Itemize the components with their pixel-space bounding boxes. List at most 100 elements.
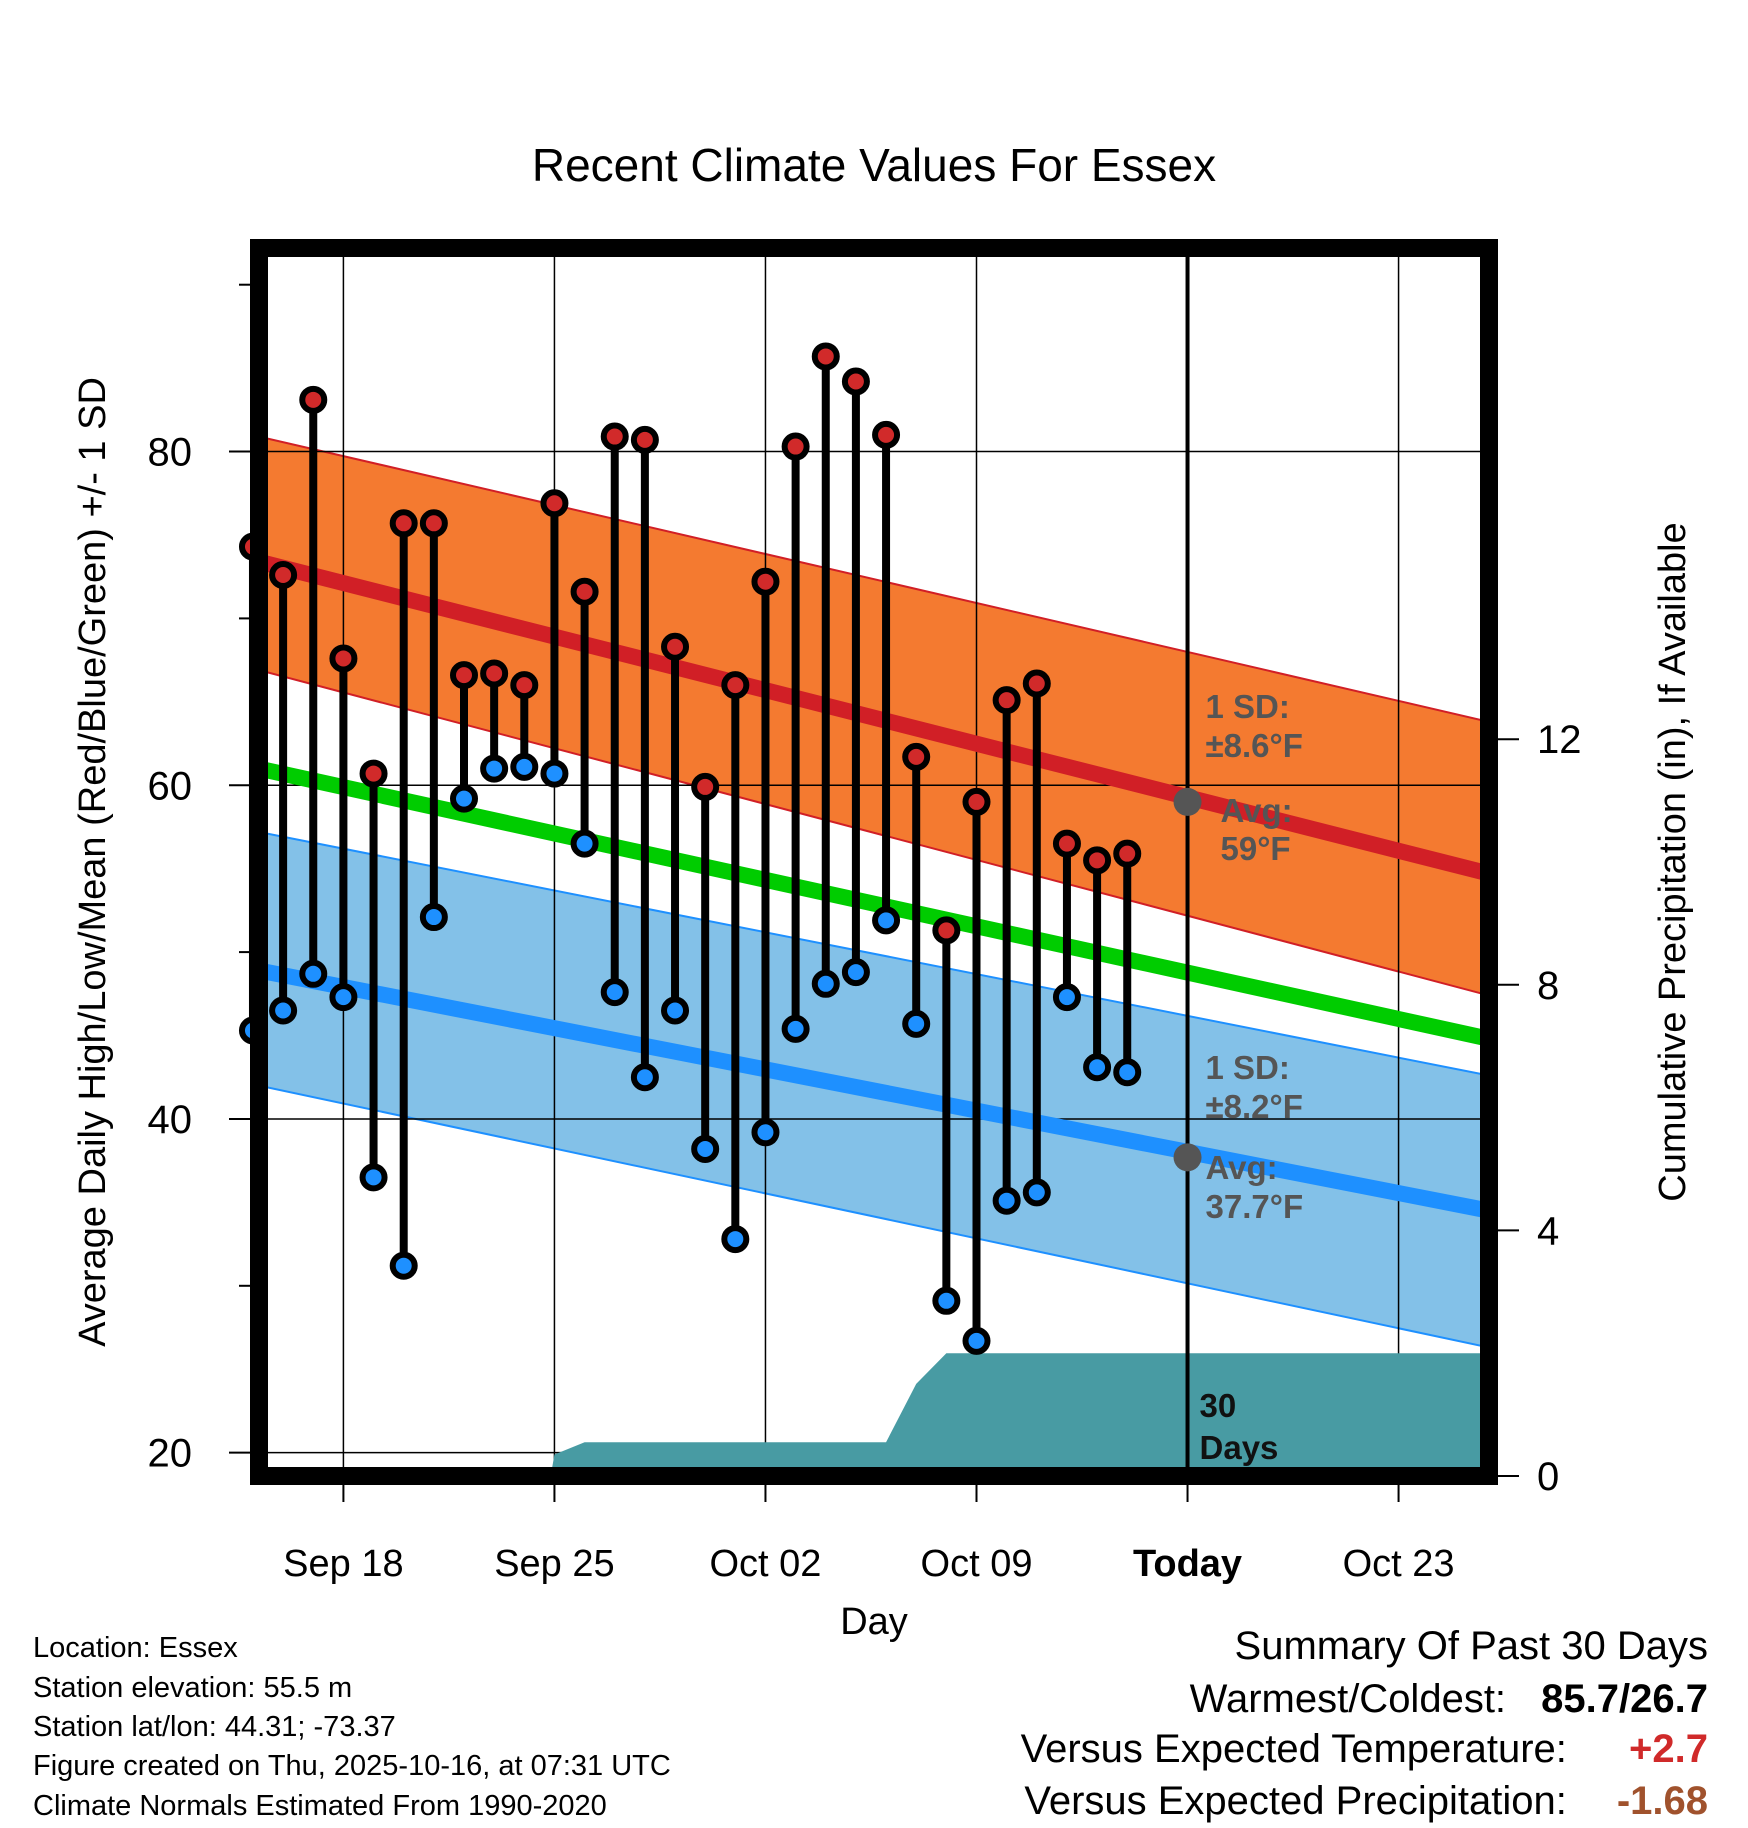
daily-high-point <box>811 342 840 371</box>
precip-vs-expected-value: -1.68 <box>1616 1779 1708 1823</box>
daily-low-point <box>570 829 599 858</box>
y2-tick-label: 8 <box>1537 964 1559 1008</box>
y-axis-label: Average Daily High/Low/Mean (Red/Blue/Gr… <box>72 377 114 1347</box>
high-sd-value: ±8.6°F <box>1206 727 1303 764</box>
daily-low-point <box>600 978 629 1007</box>
daily-high-point <box>630 425 659 454</box>
summary-heading: Summary Of Past 30 Days <box>1234 1624 1708 1668</box>
daily-high-point <box>480 659 509 688</box>
period-days-value: 30 <box>1200 1387 1237 1424</box>
low-sd-value: ±8.2°F <box>1206 1088 1303 1125</box>
daily-high-point <box>510 671 539 700</box>
summary-warm-cold: Warmest/Coldest: 85.7/26.7 <box>1190 1679 1708 1719</box>
x-tick-label: Today <box>1133 1543 1242 1585</box>
period-days-unit: Days <box>1200 1429 1279 1466</box>
daily-low-point <box>389 1251 418 1280</box>
x-tick-label: Oct 09 <box>921 1543 1033 1585</box>
daily-low-point <box>269 996 298 1025</box>
daily-high-point <box>932 916 961 945</box>
high-sd-label: 1 SD: <box>1206 688 1290 725</box>
warm-cold-label: Warmest/Coldest: <box>1189 1677 1507 1721</box>
summary-precip: Versus Expected Precipitation: -1.68 <box>1024 1781 1708 1821</box>
daily-high-point <box>902 742 931 771</box>
daily-low-point <box>510 752 539 781</box>
daily-high-point <box>992 686 1021 715</box>
axis-ticks <box>229 283 1519 1502</box>
x-axis-tick-labels: Sep 18 Sep 25 Oct 02 Oct 09 Today Oct 23 <box>283 1543 1454 1585</box>
normal-high-line <box>259 553 1489 882</box>
y-tick-label: 60 <box>148 764 193 808</box>
daily-high-point <box>329 644 358 673</box>
info-elevation: Station elevation: 55.5 m <box>33 1672 353 1704</box>
daily-low-point <box>661 996 690 1025</box>
daily-low-point <box>299 959 328 988</box>
daily-low-point <box>872 906 901 935</box>
high-avg-value: 59°F <box>1221 830 1291 867</box>
daily-high-point <box>600 422 629 451</box>
summary-temp: Versus Expected Temperature: +2.7 <box>1021 1729 1708 1769</box>
daily-low-point <box>329 983 358 1012</box>
info-normals: Climate Normals Estimated From 1990-2020 <box>33 1790 607 1822</box>
low-avg-label: Avg: <box>1206 1149 1278 1186</box>
daily-low-point <box>751 1118 780 1147</box>
normal-low-line <box>259 962 1489 1219</box>
daily-low-point <box>1022 1178 1051 1207</box>
daily-high-point <box>419 509 448 538</box>
x-tick-label: Oct 02 <box>709 1543 821 1585</box>
daily-high-point <box>872 420 901 449</box>
daily-low-point <box>902 1009 931 1038</box>
low-avg-value: 37.7°F <box>1206 1188 1304 1225</box>
daily-low-point <box>1113 1058 1142 1087</box>
daily-high-point <box>691 772 720 801</box>
daily-low-point <box>721 1225 750 1254</box>
today-high-avg-marker <box>1173 787 1202 816</box>
daily-low-point <box>781 1014 810 1043</box>
daily-high-point <box>389 509 418 538</box>
y-tick-label: 40 <box>148 1098 193 1142</box>
y2-tick-label: 0 <box>1537 1455 1559 1499</box>
daily-high-point <box>359 759 388 788</box>
x-axis-label: Day <box>840 1601 908 1643</box>
daily-low-point <box>630 1063 659 1092</box>
daily-high-point <box>299 385 328 414</box>
y2-tick-label: 4 <box>1537 1209 1559 1253</box>
daily-low-point <box>841 958 870 987</box>
daily-low-point <box>1083 1053 1112 1082</box>
daily-high-point <box>1083 846 1112 875</box>
daily-low-point <box>691 1134 720 1163</box>
daily-low-point <box>1052 983 1081 1012</box>
daily-high-point <box>1052 829 1081 858</box>
cumulative-precip-area <box>259 1353 1489 1476</box>
x-tick-label: Sep 18 <box>283 1543 403 1585</box>
y-tick-label: 80 <box>148 431 193 475</box>
y-axis-tick-labels: 20 40 60 80 <box>148 431 193 1476</box>
temp-vs-expected-value: +2.7 <box>1629 1727 1708 1771</box>
daily-high-point <box>841 367 870 396</box>
daily-high-point <box>540 489 569 518</box>
daily-low-point <box>480 754 509 783</box>
high-avg-label: Avg: <box>1221 792 1293 829</box>
daily-low-point <box>540 759 569 788</box>
y2-tick-label: 12 <box>1537 718 1582 762</box>
chart-title: Recent Climate Values For Essex <box>532 139 1216 191</box>
y2-axis-label: Cumulative Precipitation (in), If Availa… <box>1652 522 1694 1201</box>
daily-low-point <box>450 784 478 813</box>
daily-high-point <box>962 787 991 816</box>
temp-vs-expected-label: Versus Expected Temperature: <box>1020 1727 1567 1771</box>
y-tick-label: 20 <box>148 1432 193 1476</box>
daily-high-point <box>721 671 750 700</box>
daily-low-point <box>811 969 840 998</box>
daily-high-point <box>269 561 298 590</box>
today-low-avg-marker <box>1173 1143 1202 1172</box>
daily-low-point <box>359 1163 388 1192</box>
daily-low-point <box>962 1326 991 1355</box>
daily-high-point <box>781 432 810 461</box>
low-sd-label: 1 SD: <box>1206 1049 1290 1086</box>
x-tick-label: Oct 23 <box>1343 1543 1455 1585</box>
daily-high-point <box>751 567 780 596</box>
x-tick-label: Sep 25 <box>494 1543 614 1585</box>
y2-axis-tick-labels: 0 4 8 12 <box>1537 718 1582 1499</box>
daily-high-point <box>570 577 599 606</box>
daily-high-point <box>661 632 690 661</box>
